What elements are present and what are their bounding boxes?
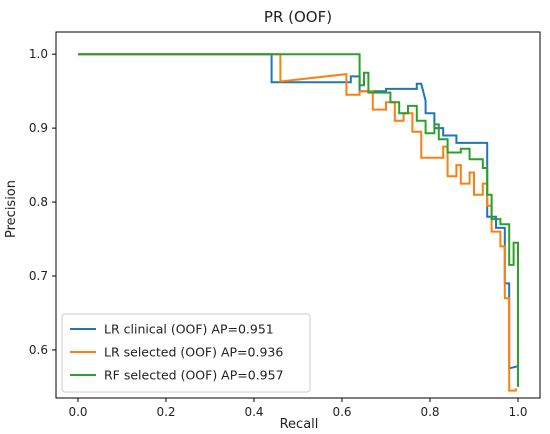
pr-curve-1: [78, 53, 517, 392]
x-tick-label: 0.4: [244, 405, 263, 419]
y-axis: 0.6 0.7 0.8 0.9 1.0: [29, 47, 56, 357]
plot-area: [78, 53, 519, 392]
x-axis: 0.0 0.2 0.4 0.6 0.8 1.0: [68, 398, 528, 419]
legend-label-0: LR clinical (OOF) AP=0.951: [104, 322, 274, 337]
legend: LR clinical (OOF) AP=0.951 LR selected (O…: [61, 313, 311, 393]
y-tick-label: 0.9: [29, 121, 48, 135]
x-tick-label: 0.8: [420, 405, 439, 419]
chart-title: PR (OOF): [264, 8, 332, 26]
y-tick-label: 0.7: [29, 269, 48, 283]
y-tick-label: 0.6: [29, 343, 48, 357]
x-tick-label: 0.0: [68, 405, 87, 419]
legend-box: [61, 313, 311, 393]
x-tick-label: 0.6: [332, 405, 351, 419]
pr-curve-2: [78, 53, 519, 387]
x-axis-label: Recall: [280, 417, 319, 432]
plot-frame: [55, 31, 541, 399]
y-axis-label: Precision: [4, 180, 19, 238]
legend-label-2: RF selected (OOF) AP=0.957: [104, 368, 284, 383]
y-tick-label: 1.0: [29, 47, 48, 61]
legend-label-1: LR selected (OOF) AP=0.936: [104, 345, 283, 360]
y-tick-label: 0.8: [29, 195, 48, 209]
x-tick-label: 0.2: [156, 405, 175, 419]
x-tick-label: 1.0: [508, 405, 527, 419]
